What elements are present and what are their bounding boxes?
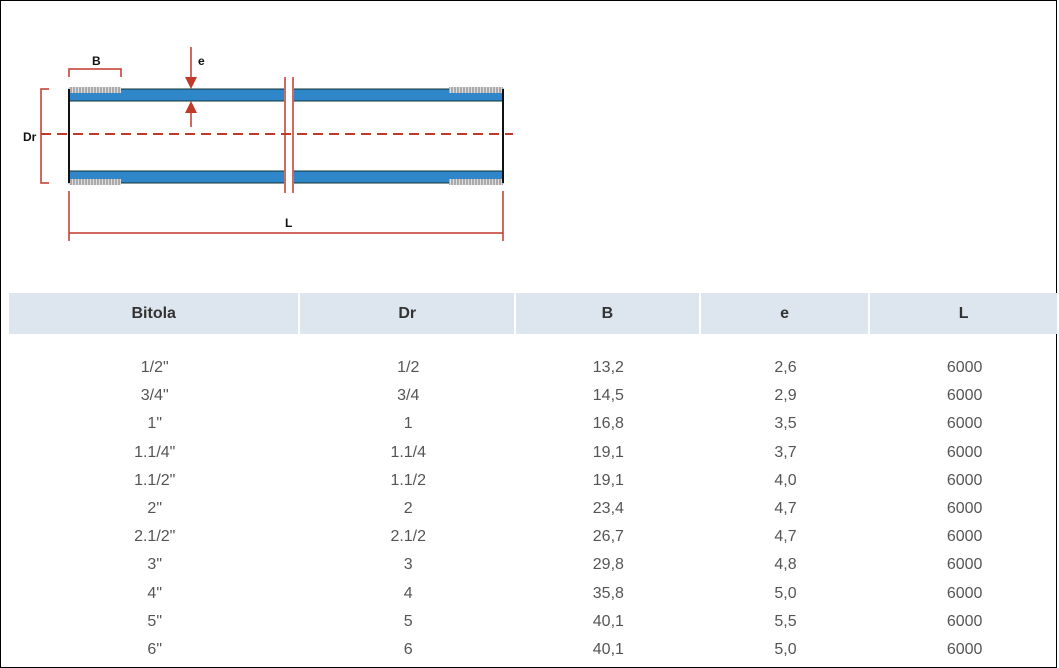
table-cell: 2.1/2" [134,528,176,546]
table-cell: 26,7 [592,528,624,546]
table-cell: 4,7 [774,528,797,546]
table-cell: 19,1 [592,443,624,461]
table-cell: 1.1/2 [390,471,427,489]
table-cell: 35,8 [592,584,624,602]
table-cell: 1" [147,415,162,433]
table-cell: 4,7 [774,500,797,518]
header-cell: B [516,293,699,334]
table-cell: 5,5 [774,612,797,630]
table-row: 4" 4 35,8 5,0 6000 [9,580,1059,608]
table-cell: 3,7 [774,443,797,461]
table-cell: 4" [147,584,162,602]
table-cell: 4,8 [774,556,797,574]
table-cell: 6000 [946,387,983,405]
table-cell: 4 [403,584,413,602]
table-cell: 6000 [946,415,983,433]
header-cell: e [700,293,869,334]
table-cell: 3" [147,556,162,574]
table-cell: 2.1/2 [390,528,427,546]
table-row: 5" 5 40,1 5,5 6000 [9,608,1059,636]
table-row: 2.1/2" 2.1/2 26,7 4,7 6000 [9,523,1059,551]
table-cell: 6000 [946,584,983,602]
label-l: L [285,216,292,230]
table-cell: 3/4 [397,387,420,405]
table-cell: 40,1 [592,612,624,630]
table-cell: 14,5 [592,387,624,405]
header-cell: L [870,293,1057,334]
table-cell: 3/4" [140,387,169,405]
table-row: 1/2" 1/2 13,2 2,6 6000 [9,354,1059,382]
table-cell: 4,0 [774,471,797,489]
table-row: 1.1/4" 1.1/4 19,1 3,7 6000 [9,439,1059,467]
table-cell: 19,1 [592,471,624,489]
table-cell: 1.1/4" [134,443,176,461]
header-cell: Dr [300,293,515,334]
table-cell: 6 [403,640,413,658]
table-cell: 1/2" [140,359,169,377]
table-row: 3/4" 3/4 14,5 2,9 6000 [9,382,1059,410]
table-cell: 2,6 [774,359,797,377]
table-cell: 23,4 [592,500,624,518]
table-cell: 5" [147,612,162,630]
table-cell: 16,8 [592,415,624,433]
table-cell: 6000 [946,528,983,546]
label-dr: Dr [23,130,37,144]
table-cell: 3,5 [774,415,797,433]
table-row: 3" 3 29,8 4,8 6000 [9,551,1059,579]
table-row: 6" 6 40,1 5,0 6000 [9,636,1059,664]
table-cell: 6" [147,640,162,658]
table-cell: 6000 [946,500,983,518]
table-cell: 6000 [946,612,983,630]
table-cell: 5,0 [774,584,797,602]
table-row: 2" 2 23,4 4,7 6000 [9,495,1059,523]
table-cell: 13,2 [592,359,624,377]
table-cell: 6000 [946,640,983,658]
pipe-diagram: B e Dr L [23,47,513,241]
table-cell: 2,9 [774,387,797,405]
table-cell: 1.1/2" [134,471,176,489]
table-cell: 6000 [946,359,983,377]
header-cell: Bitola [9,293,299,334]
label-b: B [92,54,101,68]
table-cell: 2" [147,500,162,518]
table-cell: 2 [403,500,413,518]
table-cell: 29,8 [592,556,624,574]
table-cell: 1.1/4 [390,443,427,461]
table-cell: 1 [403,415,413,433]
table-cell: 5,0 [774,640,797,658]
table-cell: 6000 [946,443,983,461]
table-cell: 6000 [946,471,983,489]
table-cell: 1/2 [397,359,420,377]
table-cell: 3 [403,556,413,574]
table-cell: 6000 [946,556,983,574]
table-row: 1.1/2" 1.1/2 19,1 4,0 6000 [9,467,1059,495]
table-row: 1" 1 16,8 3,5 6000 [9,410,1059,438]
table-cell: 40,1 [592,640,624,658]
label-e: e [198,54,205,68]
table-cell: 5 [403,612,413,630]
